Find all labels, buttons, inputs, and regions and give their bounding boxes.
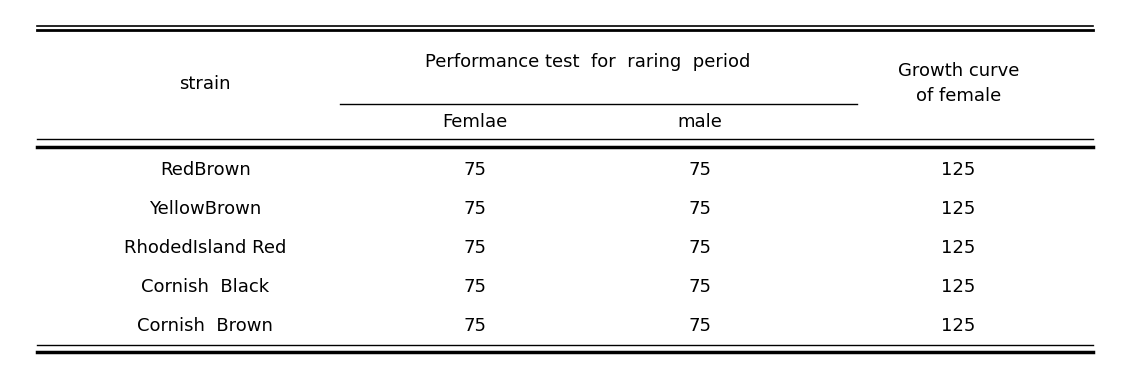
Text: 75: 75 [688, 317, 712, 335]
Text: 75: 75 [688, 278, 712, 296]
Text: 125: 125 [941, 161, 975, 179]
Text: 125: 125 [941, 239, 975, 257]
Text: Growth curve
of female: Growth curve of female [898, 62, 1019, 105]
Text: 75: 75 [688, 200, 712, 218]
Text: 75: 75 [463, 239, 487, 257]
Text: 125: 125 [941, 200, 975, 218]
Text: 125: 125 [941, 317, 975, 335]
Text: 75: 75 [463, 200, 487, 218]
Text: 75: 75 [688, 239, 712, 257]
Text: 75: 75 [688, 161, 712, 179]
Text: Cornish  Brown: Cornish Brown [137, 317, 273, 335]
Text: YellowBrown: YellowBrown [149, 200, 261, 218]
Text: 75: 75 [463, 317, 487, 335]
Text: RedBrown: RedBrown [159, 161, 251, 179]
Text: 75: 75 [463, 161, 487, 179]
Text: 125: 125 [941, 278, 975, 296]
Text: Femlae: Femlae [443, 113, 507, 131]
Text: male: male [678, 113, 722, 131]
Text: RhodedIsland Red: RhodedIsland Red [124, 239, 286, 257]
Text: Performance test  for  raring  period: Performance test for raring period [425, 53, 750, 71]
Text: strain: strain [180, 75, 231, 93]
Text: 75: 75 [463, 278, 487, 296]
Text: Cornish  Black: Cornish Black [141, 278, 269, 296]
